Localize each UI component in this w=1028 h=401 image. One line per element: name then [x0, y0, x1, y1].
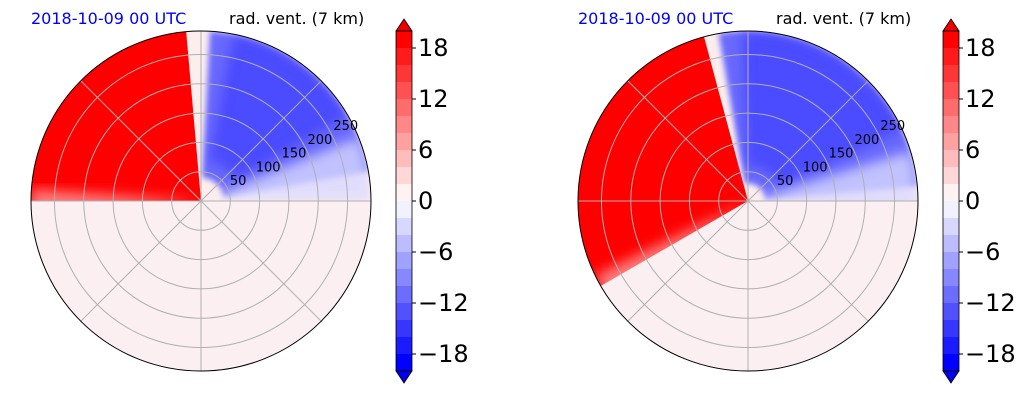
- colorbar-band: [943, 303, 959, 321]
- colorbar-band: [943, 116, 959, 134]
- colorbar-band: [396, 252, 412, 270]
- colorbar-band: [396, 303, 412, 321]
- colorbar-band: [396, 320, 412, 338]
- colorbar-band: [396, 116, 412, 134]
- range-ring-label: 250: [880, 119, 905, 134]
- colorbar-tick-label: 0: [418, 187, 433, 215]
- colorbar-band: [943, 320, 959, 338]
- colorbar-band: [396, 235, 412, 253]
- panel-title: rad. vent. (7 km): [229, 9, 364, 28]
- colorbar-tick-label: 18: [965, 34, 996, 62]
- radial-spoke: [80, 80, 202, 202]
- colorbar-tick-label: −18: [418, 340, 469, 368]
- colorbar-band: [396, 65, 412, 83]
- colorbar-band: [943, 150, 959, 168]
- colorbar-tick-label: −12: [965, 289, 1016, 317]
- colorbar-band: [943, 286, 959, 304]
- colorbar-band: [396, 218, 412, 236]
- colorbar-band: [943, 337, 959, 355]
- range-ring-label: 150: [829, 147, 854, 162]
- colorbar-band: [396, 150, 412, 168]
- range-ring-label: 50: [230, 174, 247, 189]
- colorbar-band: [396, 167, 412, 185]
- panel-left: 2018-10-09 00 UTC rad. vent. (7 km) 50 10…: [30, 9, 469, 384]
- colorbar-band: [943, 82, 959, 100]
- colorbar: 18 12 6 0 −6 −12 −18: [942, 18, 1016, 384]
- panel-date: 2018-10-09 00 UTC: [31, 9, 186, 28]
- range-ring-label: 200: [308, 133, 333, 148]
- colorbar-band: [943, 167, 959, 185]
- colorbar-extend-max: [942, 18, 960, 32]
- radial-spoke: [80, 200, 202, 322]
- colorbar-band: [396, 201, 412, 219]
- radial-spoke: [627, 200, 749, 322]
- panel-right: 2018-10-09 00 UTC rad. vent. (7 km) 50 10…: [577, 9, 1016, 384]
- range-ring-label: 250: [333, 119, 358, 134]
- colorbar-tick-label: 12: [965, 85, 996, 113]
- colorbar-band: [396, 337, 412, 355]
- colorbar-band: [396, 133, 412, 151]
- radial-spoke: [627, 80, 749, 202]
- colorbar-band: [943, 235, 959, 253]
- field-region-core: [742, 31, 903, 187]
- plot-boundary: [577, 30, 919, 372]
- colorbar-tick-label: −12: [418, 289, 469, 317]
- colorbar-band: [943, 201, 959, 219]
- colorbar-tick-label: 6: [418, 136, 433, 164]
- colorbar-band: [943, 31, 959, 49]
- panel-title: rad. vent. (7 km): [776, 9, 911, 28]
- colorbar-band: [396, 48, 412, 66]
- colorbar-band: [396, 269, 412, 287]
- range-ring-label: 200: [855, 133, 880, 148]
- colorbar-band: [943, 218, 959, 236]
- colorbar: 18 12 6 0 −6 −12 −18: [395, 18, 469, 384]
- colorbar-tick-label: −6: [965, 238, 1000, 266]
- colorbar-band: [943, 252, 959, 270]
- colorbar-band: [943, 65, 959, 83]
- colorbar-extend-max: [395, 18, 413, 32]
- colorbar-band: [943, 99, 959, 117]
- colorbar-band: [943, 354, 959, 372]
- colorbar-band: [396, 354, 412, 372]
- plot-boundary: [30, 30, 372, 372]
- range-ring-label: 50: [777, 174, 794, 189]
- radial-spoke: [200, 80, 322, 202]
- radial-spoke: [747, 200, 869, 322]
- colorbar-tick-label: −18: [965, 340, 1016, 368]
- radial-spoke: [747, 80, 869, 202]
- field-region-edge: [222, 137, 371, 201]
- colorbar-band: [396, 286, 412, 304]
- range-ring-label: 150: [282, 147, 307, 162]
- range-ring-label: 100: [256, 160, 281, 175]
- colorbar-tick-label: −6: [418, 238, 453, 266]
- radial-spoke: [200, 200, 322, 322]
- colorbar-band: [396, 31, 412, 49]
- colorbar-band: [943, 184, 959, 202]
- field-region-near_zero: [600, 201, 918, 371]
- colorbar-band: [943, 269, 959, 287]
- range-ring-label: 100: [803, 160, 828, 175]
- colorbar-tick-label: 6: [965, 136, 980, 164]
- colorbar-tick-label: 12: [418, 85, 449, 113]
- colorbar-band: [943, 48, 959, 66]
- panel-date: 2018-10-09 00 UTC: [578, 9, 733, 28]
- field-region-core: [208, 34, 349, 181]
- field-region-edge: [764, 151, 918, 216]
- colorbar-band: [943, 133, 959, 151]
- colorbar-tick-label: 18: [418, 34, 449, 62]
- colorbar-band: [396, 184, 412, 202]
- colorbar-extend-min: [942, 370, 960, 384]
- colorbar-band: [396, 82, 412, 100]
- colorbar-extend-min: [395, 370, 413, 384]
- colorbar-band: [396, 99, 412, 117]
- colorbar-tick-label: 0: [965, 187, 980, 215]
